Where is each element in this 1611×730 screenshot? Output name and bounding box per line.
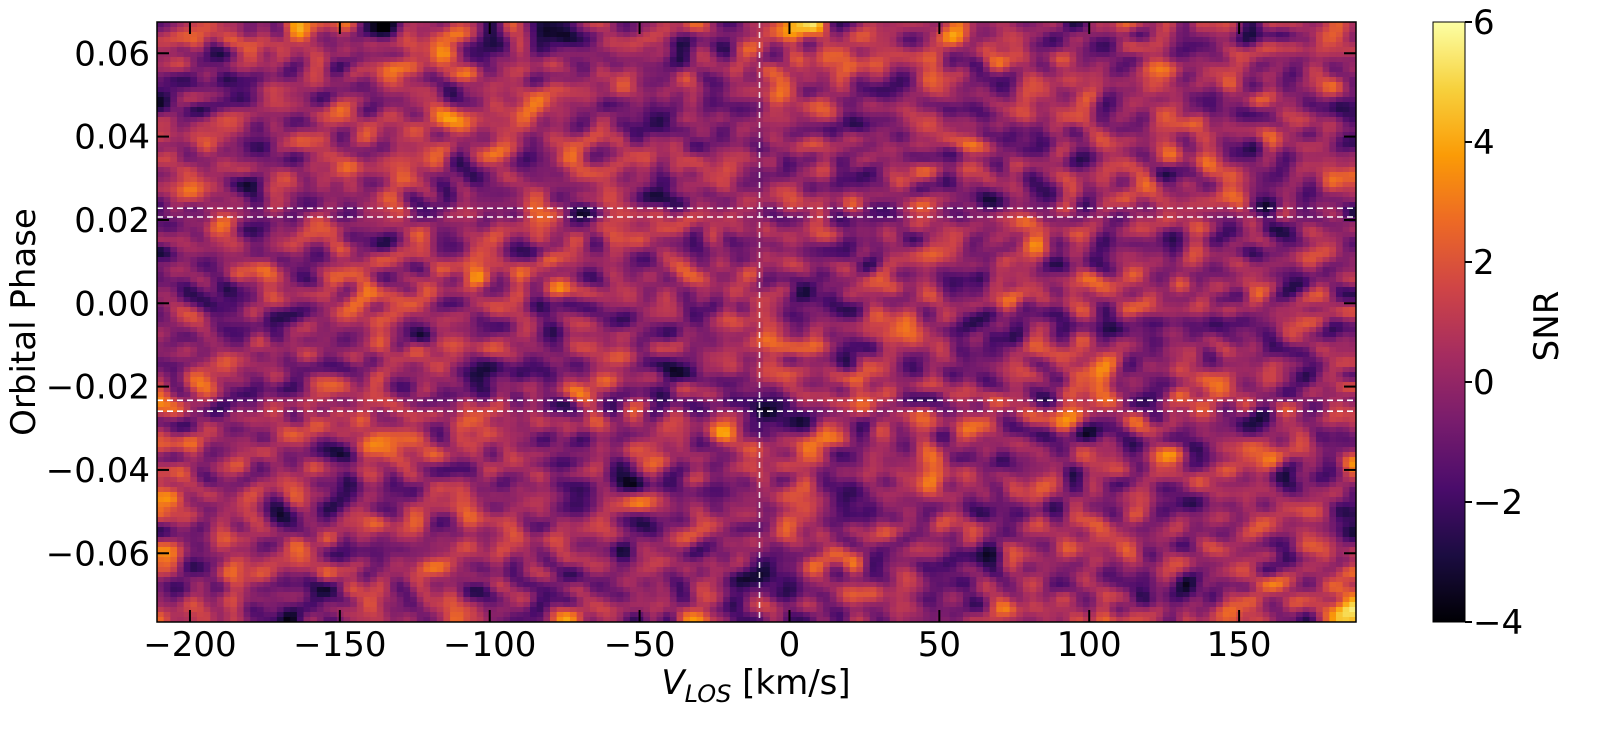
- colorbar: [1433, 22, 1465, 622]
- y-tick-label: 0.04: [74, 118, 150, 158]
- x-tick-label: 150: [1207, 625, 1272, 665]
- x-tick-label: −150: [293, 625, 386, 665]
- colorbar-tick-label: 6: [1473, 3, 1495, 43]
- colorbar-tick-label: 4: [1473, 123, 1495, 163]
- y-tick-label: 0.06: [74, 34, 150, 74]
- colorbar-tick-label: −4: [1473, 603, 1523, 643]
- x-tick-label: −200: [143, 625, 236, 665]
- y-tick-label: −0.02: [46, 368, 150, 408]
- y-tick-label: 0.00: [74, 284, 150, 324]
- x-tick-label: −50: [604, 625, 676, 665]
- x-tick-label: 100: [1057, 625, 1122, 665]
- colorbar-tick-label: 0: [1473, 363, 1495, 403]
- colorbar-tick-label: −2: [1473, 483, 1523, 523]
- y-tick-label: −0.06: [46, 534, 150, 574]
- x-tick-label: 0: [779, 625, 801, 665]
- colorbar-tick-label: 2: [1473, 243, 1495, 283]
- y-axis-label: Orbital Phase: [4, 208, 44, 436]
- x-tick-label: −100: [443, 625, 536, 665]
- x-axis-label: VLOS [km/s]: [661, 663, 850, 708]
- colorbar-axis: 6 4 2 0 −2 −4: [1465, 3, 1523, 643]
- colorbar-label: SNR: [1527, 291, 1567, 362]
- y-tick-label: −0.04: [46, 451, 150, 491]
- x-tick-label: 50: [918, 625, 961, 665]
- heatmap-field: [157, 22, 1357, 623]
- y-tick-label: 0.02: [74, 201, 150, 241]
